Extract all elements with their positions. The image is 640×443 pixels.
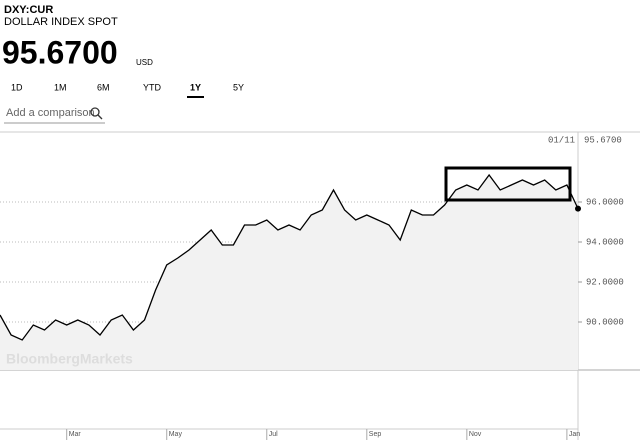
x-tick-label: Mar (69, 431, 82, 438)
x-tick-label: Jan (569, 431, 580, 438)
search-icon[interactable] (90, 107, 100, 117)
y-tick-label: 94.0000 (586, 237, 624, 247)
area (0, 175, 578, 370)
last-date: 01/11 (548, 135, 575, 145)
tab[interactable]: 1D (11, 82, 23, 92)
tab[interactable]: 5Y (233, 82, 244, 92)
plot: 90.0000 92.0000 94.0000 96.0000 Mar May Jul Sep… (0, 173, 624, 440)
tabs: 1D 1M 6M YTD 1Y 5Y (11, 82, 244, 98)
x-tick-label: Sep (369, 431, 382, 438)
last-price: 95.6700 (584, 135, 622, 145)
tab[interactable]: YTD (143, 82, 162, 92)
highlight-box (444, 166, 572, 202)
x-tick-label: Jul (269, 431, 278, 438)
last-point (575, 205, 581, 212)
tab[interactable]: 6M (97, 82, 110, 92)
line (0, 173, 579, 341)
tab[interactable]: 1M (54, 82, 67, 92)
search-icon-handle (97, 114, 103, 120)
y-tick-label: 90.0000 (586, 317, 624, 327)
price: 95.6700 (2, 34, 118, 70)
x-tick-label: Nov (469, 431, 482, 438)
index-name: DOLLAR INDEX SPOT (4, 16, 118, 28)
x-tick-label: May (169, 431, 183, 438)
y-tick-label: 92.0000 (586, 277, 624, 287)
y-tick-label: 96.0000 (586, 197, 624, 207)
watermark: BloombergMarkets (6, 351, 133, 367)
compare-input[interactable]: Add a comparison (6, 107, 95, 119)
currency: USD (136, 58, 153, 67)
tab[interactable]: 1Y (190, 82, 201, 92)
symbol: DXY:CUR (4, 4, 53, 16)
